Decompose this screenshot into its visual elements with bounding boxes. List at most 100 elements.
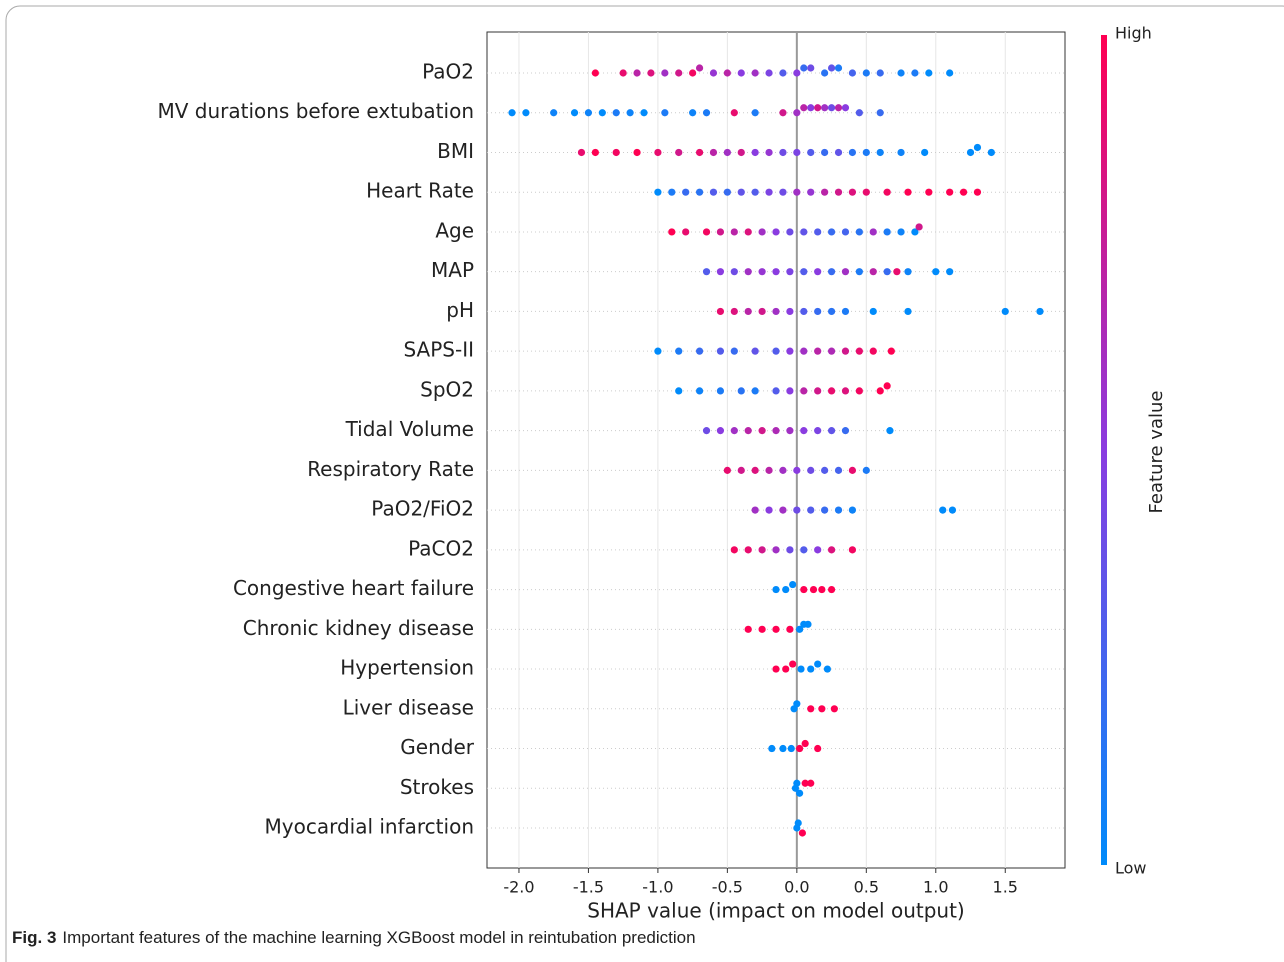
shap-point (689, 109, 697, 117)
shap-point (661, 109, 669, 117)
shap-point (848, 546, 857, 554)
shap-point (932, 268, 940, 276)
shap-point (869, 307, 877, 316)
shap-point (654, 148, 662, 157)
shap-point (807, 506, 815, 514)
shap-point (737, 69, 745, 77)
shap-point (682, 188, 690, 196)
shap-point (709, 69, 718, 77)
feature-label: Myocardial infarction (265, 815, 475, 839)
shap-point (744, 268, 752, 276)
shap-point (821, 148, 829, 157)
shap-point (765, 188, 773, 196)
shap-point (675, 69, 683, 77)
shap-point (765, 148, 773, 157)
shap-point (695, 387, 704, 395)
feature-label: Liver disease (343, 695, 474, 719)
shap-point (959, 188, 968, 196)
shap-point (887, 347, 895, 355)
shap-point (883, 268, 891, 276)
shap-point (800, 64, 808, 72)
shap-point (800, 307, 808, 316)
shap-point (821, 188, 829, 196)
shap-point (768, 744, 776, 753)
shap-point (948, 506, 957, 514)
shap-point (883, 228, 891, 236)
shap-point (834, 188, 843, 196)
shap-point (869, 347, 877, 355)
x-tick-label: 0.0 (784, 878, 809, 897)
shap-point (827, 228, 836, 236)
shap-point (786, 546, 794, 554)
shap-point (782, 585, 790, 594)
shap-point (612, 148, 620, 157)
shap-point (814, 546, 822, 554)
shap-point (668, 228, 676, 236)
shap-point (591, 69, 599, 77)
shap-point (904, 307, 912, 316)
shap-point (716, 387, 725, 395)
shap-point (737, 148, 745, 157)
shap-point (626, 109, 634, 117)
shap-point (786, 427, 794, 435)
shap-point (772, 307, 780, 316)
shap-point (751, 387, 759, 395)
shap-point (598, 109, 606, 117)
shap-point (897, 228, 905, 236)
shap-point (800, 268, 808, 276)
shap-point (786, 625, 794, 633)
shap-point (751, 506, 759, 514)
shap-point (876, 148, 884, 157)
shap-point (862, 148, 870, 157)
shap-point (695, 347, 704, 355)
shap-point (793, 506, 801, 514)
shap-point (987, 148, 995, 157)
shap-point (966, 148, 975, 157)
x-tick-label: -2.0 (503, 878, 534, 897)
shap-point (814, 268, 822, 276)
feature-label: Strokes (400, 775, 474, 799)
shap-point (709, 148, 718, 157)
shap-point (796, 744, 804, 753)
shap-point (772, 228, 780, 236)
shap-point (772, 585, 780, 594)
shap-point (848, 188, 857, 196)
shap-point (814, 307, 822, 316)
shap-point (814, 347, 822, 355)
x-tick-label: -1.5 (573, 878, 604, 897)
shap-point (702, 109, 711, 117)
feature-label: MAP (431, 258, 474, 282)
shap-point (786, 347, 794, 355)
shap-point (786, 268, 794, 276)
shap-point (886, 427, 894, 435)
shap-point (946, 268, 954, 276)
shap-point (584, 109, 593, 117)
shap-point (973, 143, 982, 152)
feature-label: PaO2 (422, 60, 474, 84)
feature-label: SpO2 (420, 377, 474, 401)
shap-point (807, 466, 815, 474)
shap-point (869, 228, 877, 236)
shap-point (709, 188, 718, 196)
shap-point (800, 427, 808, 435)
shap-point (800, 546, 808, 554)
shap-point (779, 109, 787, 117)
shap-point (779, 148, 787, 157)
shap-point (716, 307, 725, 316)
shap-point (827, 585, 836, 594)
shap-point (841, 104, 850, 112)
shap-point (730, 546, 738, 554)
shap-point (789, 580, 797, 589)
shap-point (821, 466, 829, 474)
shap-point (577, 148, 586, 157)
shap-point (800, 585, 808, 594)
shap-point (737, 188, 745, 196)
shap-point (779, 506, 787, 514)
shap-point (550, 109, 558, 117)
shap-point (834, 148, 843, 157)
shap-point (855, 387, 863, 395)
shap-point (827, 268, 836, 276)
feature-label: SAPS-II (403, 338, 474, 362)
shap-point (772, 268, 780, 276)
